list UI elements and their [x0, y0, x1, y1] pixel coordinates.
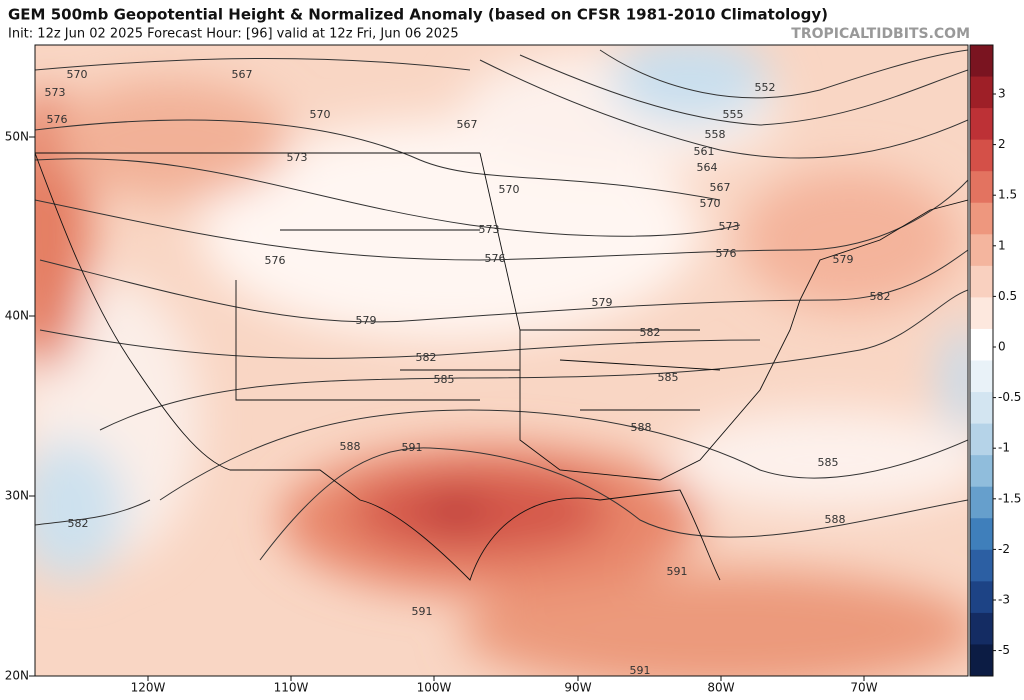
- contour-label: 588: [340, 440, 361, 453]
- lon-label: 100W: [417, 681, 452, 695]
- contour-label: 588: [631, 421, 652, 434]
- colorbar-swatch: [970, 234, 993, 267]
- contour-label: 588: [825, 513, 846, 526]
- contour-label: 582: [68, 517, 89, 530]
- colorbar-swatch: [970, 549, 993, 582]
- contour-label: 576: [485, 252, 506, 265]
- colorbar-swatch: [970, 392, 993, 425]
- colorbar-label: -5: [998, 643, 1010, 657]
- colorbar-label: 1.5: [998, 188, 1017, 202]
- title: GEM 500mb Geopotential Height & Normaliz…: [8, 6, 828, 24]
- contour-label: 573: [719, 220, 740, 233]
- map-area: [35, 45, 968, 676]
- contour-label: 570: [310, 108, 331, 121]
- colorbar-swatch: [970, 139, 993, 172]
- colorbar-swatch: [970, 486, 993, 519]
- colorbar-swatch: [970, 360, 993, 393]
- contour-label: 564: [697, 161, 718, 174]
- colorbar-label: 0: [998, 340, 1006, 354]
- contour-label: 585: [434, 373, 455, 386]
- contour-label: 558: [705, 128, 726, 141]
- contour-label: 579: [356, 314, 377, 327]
- colorbar-frame: [969, 44, 994, 677]
- contour-label: 591: [630, 664, 651, 677]
- colorbar-swatch: [970, 455, 993, 488]
- colorbar-label: -3: [998, 593, 1010, 607]
- contour-label: 582: [640, 326, 661, 339]
- colorbar-swatch: [970, 45, 993, 78]
- contour-label: 579: [592, 296, 613, 309]
- colorbar-label: -1.5: [998, 491, 1021, 505]
- lon-label: 80W: [707, 681, 734, 695]
- lat-label: 20N: [5, 669, 29, 683]
- lon-label: 90W: [564, 681, 591, 695]
- colorbar-swatch: [970, 423, 993, 456]
- colorbar-swatch: [970, 108, 993, 141]
- contour-label: 591: [412, 605, 433, 618]
- colorbar-swatch: [970, 612, 993, 645]
- subtitle: Init: 12z Jun 02 2025 Forecast Hour: [96…: [8, 27, 459, 42]
- contour-label: 567: [710, 181, 731, 194]
- lat-label: 30N: [5, 489, 29, 503]
- colorbar-label: -1: [998, 441, 1010, 455]
- contour-label: 576: [265, 254, 286, 267]
- colorbar-label: -2: [998, 542, 1010, 556]
- contour-label: 573: [479, 223, 500, 236]
- lon-label: 110W: [274, 681, 309, 695]
- contour-label: 552: [755, 81, 776, 94]
- contour-label: 567: [457, 118, 478, 131]
- contour-label: 561: [694, 145, 715, 158]
- colorbar-swatch: [970, 518, 993, 551]
- contour-label: 576: [716, 247, 737, 260]
- colorbar-swatch: [970, 202, 993, 235]
- colorbar-swatch: [970, 265, 993, 298]
- watermark: TROPICALTIDBITS.COM: [791, 26, 970, 42]
- lon-label: 120W: [131, 681, 166, 695]
- colorbar-swatch: [970, 76, 993, 109]
- colorbar-swatch: [970, 328, 993, 361]
- lon-label: 70W: [850, 681, 877, 695]
- colorbar-label: 1: [998, 238, 1006, 252]
- contour-label: 582: [870, 290, 891, 303]
- colorbar-label: 0.5: [998, 289, 1017, 303]
- contour-label: 585: [818, 456, 839, 469]
- contour-label: 582: [416, 351, 437, 364]
- contour-label: 555: [723, 108, 744, 121]
- colorbar-label: 3: [998, 87, 1006, 101]
- contour-label: 576: [47, 113, 68, 126]
- contour-label: 591: [402, 441, 423, 454]
- contour-label: 591: [667, 565, 688, 578]
- colorbar-label: 2: [998, 137, 1006, 151]
- contour-label: 573: [287, 151, 308, 164]
- contour-label: 570: [700, 197, 721, 210]
- contour-label: 579: [833, 253, 854, 266]
- contour-label: 567: [232, 68, 253, 81]
- colorbar-swatch: [970, 171, 993, 204]
- lat-label: 40N: [5, 309, 29, 323]
- colorbar-swatch: [970, 644, 993, 677]
- lat-label: 50N: [5, 130, 29, 144]
- contour-label: 573: [45, 86, 66, 99]
- contour-label: 570: [67, 68, 88, 81]
- colorbar-swatch: [970, 297, 993, 330]
- colorbar-label: -0.5: [998, 390, 1021, 404]
- contour-label: 585: [658, 371, 679, 384]
- contour-label: 570: [499, 183, 520, 196]
- colorbar: 3 2 1.5 1 0.5 0 -0.5 -1 -1.5 -2 -3 -5: [969, 44, 1021, 677]
- colorbar-swatch: [970, 581, 993, 614]
